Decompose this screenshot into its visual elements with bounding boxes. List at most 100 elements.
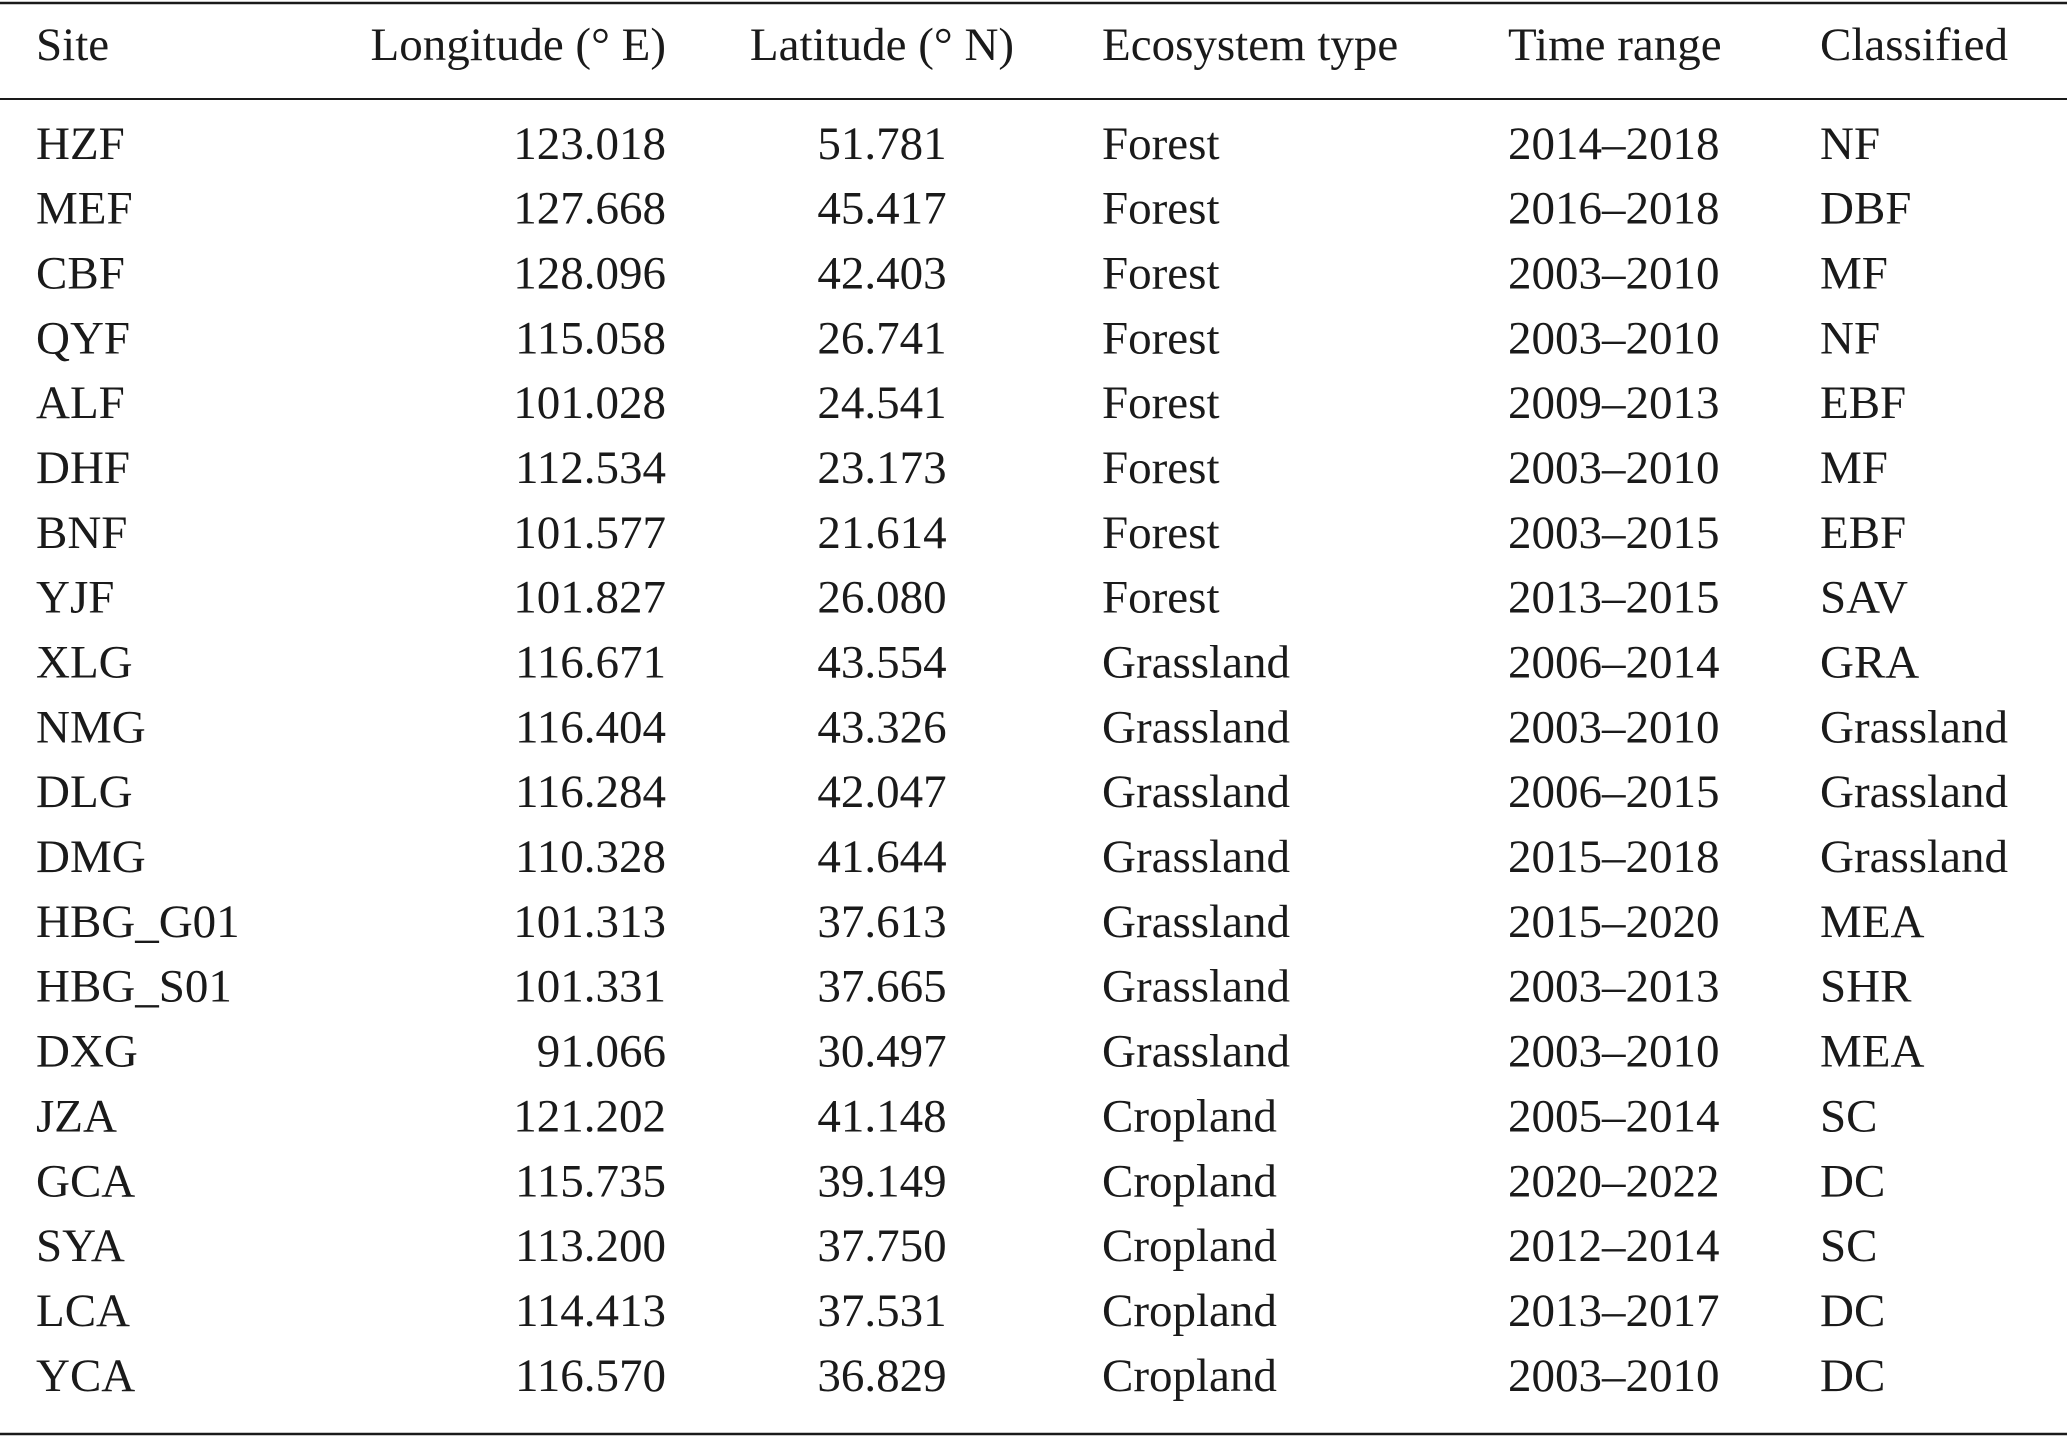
table-cell: 115.058 (515, 312, 666, 364)
table-cell: GCA (36, 1155, 135, 1207)
table-cell: 101.577 (513, 507, 666, 559)
table-cell: 116.404 (515, 701, 666, 753)
table-cell: 36.829 (817, 1350, 946, 1402)
table-cell: Grassland (1102, 1026, 1290, 1078)
table-cell: 121.202 (513, 1090, 666, 1142)
table-cell: MF (1820, 247, 1888, 299)
table-cell: 41.148 (817, 1090, 946, 1142)
table-cell: SC (1820, 1090, 1878, 1142)
table-cell: 26.741 (817, 312, 946, 364)
table-cell: SAV (1820, 572, 1908, 624)
table-cell: DXG (36, 1026, 138, 1078)
table-cell: 112.534 (515, 442, 666, 494)
table-cell: 127.668 (513, 183, 666, 235)
table-cell: 37.665 (817, 961, 946, 1013)
table-cell: HZF (36, 118, 125, 170)
table-cell: 2003–2010 (1508, 312, 1720, 364)
table-cell: Forest (1102, 572, 1220, 624)
table-cell: 116.284 (515, 766, 666, 818)
table-cell: Grassland (1102, 766, 1290, 818)
header-cell: Site (36, 19, 109, 71)
table-cell: 114.413 (515, 1285, 666, 1337)
table-cell: 101.827 (513, 572, 666, 624)
table-cell: 41.644 (817, 831, 946, 883)
table-cell: MEA (1820, 1026, 1925, 1078)
table-cell: HBG_S01 (36, 961, 232, 1013)
table-cell: MEF (36, 183, 133, 235)
table-cell: 42.403 (817, 247, 946, 299)
table-cell: Forest (1102, 312, 1220, 364)
table-cell: 2013–2015 (1508, 572, 1720, 624)
table-cell: NF (1820, 118, 1880, 170)
table-cell: 43.326 (817, 701, 946, 753)
table-cell: Cropland (1102, 1350, 1277, 1402)
table-cell: 45.417 (817, 183, 946, 235)
table-cell: 42.047 (817, 766, 946, 818)
table-cell: Forest (1102, 377, 1220, 429)
header-cell: Time range (1508, 19, 1722, 71)
table-cell: HBG_G01 (36, 896, 240, 948)
table-cell: 128.096 (513, 247, 666, 299)
table-cell: 110.328 (515, 831, 666, 883)
table-cell: 2003–2010 (1508, 442, 1720, 494)
table-cell: 2012–2014 (1508, 1220, 1720, 1272)
table-cell: SYA (36, 1220, 125, 1272)
table-cell: Grassland (1820, 831, 2008, 883)
table-cell: 43.554 (817, 637, 946, 689)
table-cell: DC (1820, 1285, 1885, 1337)
table-cell: Grassland (1102, 896, 1290, 948)
table-cell: DLG (36, 766, 133, 818)
table-cell: DC (1820, 1155, 1885, 1207)
table-cell: 2020–2022 (1508, 1155, 1720, 1207)
table-cell: 2014–2018 (1508, 118, 1720, 170)
table-cell: 26.080 (817, 572, 946, 624)
table-cell: NF (1820, 312, 1880, 364)
table-cell: Grassland (1102, 701, 1290, 753)
table-cell: Forest (1102, 183, 1220, 235)
table-cell: Cropland (1102, 1155, 1277, 1207)
table-cell: 116.671 (515, 637, 666, 689)
table-cell: Grassland (1820, 701, 2008, 753)
header-cell: Ecosystem type (1102, 19, 1398, 71)
table-cell: Forest (1102, 118, 1220, 170)
table-cell: SHR (1820, 961, 1912, 1013)
table-cell: DMG (36, 831, 146, 883)
header-cell: Longitude (° E) (371, 19, 667, 71)
table-cell: QYF (36, 312, 130, 364)
table-cell: JZA (36, 1090, 117, 1142)
table-cell: YCA (36, 1350, 135, 1402)
table-cell: 24.541 (817, 377, 946, 429)
table-cell: Cropland (1102, 1090, 1277, 1142)
table-cell: EBF (1820, 507, 1906, 559)
table-cell: 2003–2010 (1508, 247, 1720, 299)
table-cell: 2003–2015 (1508, 507, 1720, 559)
table-cell: 113.200 (515, 1220, 666, 1272)
table-cell: 2006–2015 (1508, 766, 1720, 818)
table-cell: 2006–2014 (1508, 637, 1720, 689)
table-cell: 37.750 (817, 1220, 946, 1272)
table-cell: 2003–2010 (1508, 701, 1720, 753)
table-cell: Forest (1102, 507, 1220, 559)
table-cell: YJF (36, 572, 114, 624)
table-cell: 2005–2014 (1508, 1090, 1720, 1142)
table-cell: ALF (36, 377, 125, 429)
table-cell: 2009–2013 (1508, 377, 1720, 429)
table-cell: BNF (36, 507, 127, 559)
table-cell: 101.331 (513, 961, 666, 1013)
table-cell: 2003–2010 (1508, 1026, 1720, 1078)
table-cell: LCA (36, 1285, 130, 1337)
table-cell: 2015–2018 (1508, 831, 1720, 883)
table-cell: 101.313 (513, 896, 666, 948)
table-cell: SC (1820, 1220, 1878, 1272)
table-cell: 2013–2017 (1508, 1285, 1720, 1337)
table-cell: EBF (1820, 377, 1906, 429)
table-cell: Grassland (1102, 831, 1290, 883)
table-cell: 39.149 (817, 1155, 946, 1207)
table-cell: 2003–2013 (1508, 961, 1720, 1013)
table-cell: 2015–2020 (1508, 896, 1720, 948)
table-cell: CBF (36, 247, 125, 299)
table-cell: Cropland (1102, 1220, 1277, 1272)
header-cell: Classified (1820, 19, 2008, 71)
